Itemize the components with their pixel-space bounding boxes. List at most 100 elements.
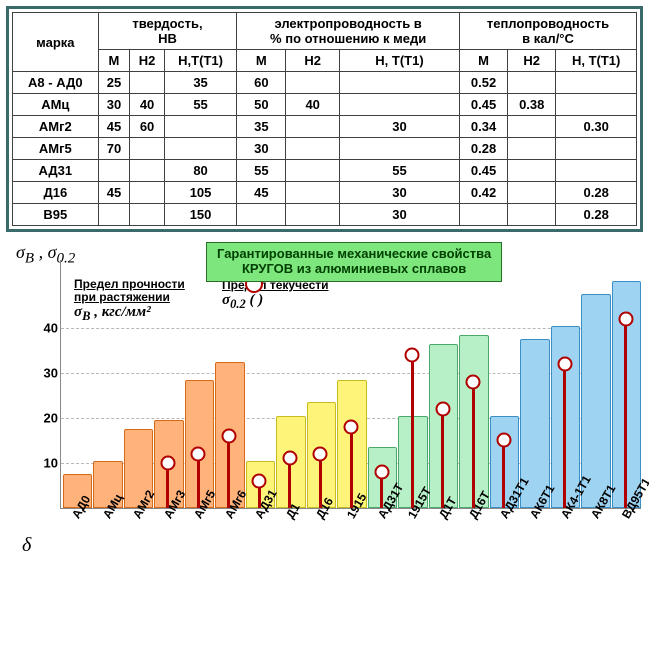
cell: 0.28 bbox=[556, 204, 637, 226]
yield-stem bbox=[227, 436, 230, 508]
table-row: АМг2456035300.340.30 bbox=[13, 116, 637, 138]
yield-marker-icon bbox=[282, 451, 297, 466]
yield-stem bbox=[441, 409, 444, 508]
yield-stem bbox=[197, 454, 200, 508]
cell bbox=[556, 72, 637, 94]
row-name: АД31 bbox=[13, 160, 99, 182]
cell: 0.30 bbox=[556, 116, 637, 138]
cell: 45 bbox=[98, 182, 130, 204]
cell bbox=[286, 138, 340, 160]
cell bbox=[286, 72, 340, 94]
plot-area bbox=[60, 260, 641, 509]
group-thermal: теплопроводность в кал/°С bbox=[459, 13, 636, 50]
properties-table-frame: марка твердость, НВ электропроводность в… bbox=[6, 6, 643, 232]
subheader: Н,Т(Т1) bbox=[164, 50, 237, 72]
cell bbox=[286, 182, 340, 204]
cell: 0.28 bbox=[556, 182, 637, 204]
cell: 40 bbox=[130, 94, 165, 116]
yield-marker-icon bbox=[618, 311, 633, 326]
cell: 0.42 bbox=[459, 182, 507, 204]
cell: 150 bbox=[164, 204, 237, 226]
yield-marker-icon bbox=[557, 356, 572, 371]
yield-marker-icon bbox=[435, 401, 450, 416]
subheader: М bbox=[98, 50, 130, 72]
subheader: М bbox=[459, 50, 507, 72]
cell: 105 bbox=[164, 182, 237, 204]
cell bbox=[339, 94, 459, 116]
cell: 0.45 bbox=[459, 94, 507, 116]
cell: 0.28 bbox=[459, 138, 507, 160]
table-row: А8 - АД02535600.52 bbox=[13, 72, 637, 94]
cell bbox=[339, 72, 459, 94]
properties-table: марка твердость, НВ электропроводность в… bbox=[12, 12, 637, 226]
row-name: АМг5 bbox=[13, 138, 99, 160]
cell bbox=[130, 204, 165, 226]
group-hardness: твердость, НВ bbox=[98, 13, 237, 50]
cell bbox=[556, 94, 637, 116]
yield-marker-icon bbox=[496, 433, 511, 448]
subheader: Н2 bbox=[508, 50, 556, 72]
cell bbox=[508, 72, 556, 94]
cell bbox=[98, 204, 130, 226]
cell: 30 bbox=[98, 94, 130, 116]
y-tick-label: 20 bbox=[36, 410, 58, 425]
cell bbox=[508, 160, 556, 182]
cell: 30 bbox=[339, 116, 459, 138]
cell bbox=[237, 204, 286, 226]
table-row: АМц30405550400.450.38 bbox=[13, 94, 637, 116]
cell bbox=[459, 204, 507, 226]
table-row: АД318055550.45 bbox=[13, 160, 637, 182]
row-name: Д16 bbox=[13, 182, 99, 204]
delta-label: δ bbox=[22, 534, 31, 557]
cell: 40 bbox=[286, 94, 340, 116]
subheader: Н2 bbox=[130, 50, 165, 72]
yield-marker-icon bbox=[191, 446, 206, 461]
mechanical-properties-chart: σB , σ0.2 Гарантированные механические с… bbox=[6, 238, 643, 593]
table-row: Д164510545300.420.28 bbox=[13, 182, 637, 204]
cell bbox=[556, 160, 637, 182]
cell: 35 bbox=[164, 72, 237, 94]
subheader: Н, Т(Т1) bbox=[556, 50, 637, 72]
cell bbox=[556, 138, 637, 160]
row-name: АМг2 bbox=[13, 116, 99, 138]
cell: 55 bbox=[339, 160, 459, 182]
cell: 0.45 bbox=[459, 160, 507, 182]
cell bbox=[508, 138, 556, 160]
yield-stem bbox=[411, 355, 414, 508]
cell bbox=[164, 138, 237, 160]
table-row: АМг570300.28 bbox=[13, 138, 637, 160]
cell bbox=[508, 116, 556, 138]
cell bbox=[286, 204, 340, 226]
row-name: АМц bbox=[13, 94, 99, 116]
yield-marker-icon bbox=[252, 473, 267, 488]
subheader: Н, Т(Т1) bbox=[339, 50, 459, 72]
yield-stem bbox=[563, 364, 566, 508]
col-marka: марка bbox=[13, 13, 99, 72]
cell bbox=[286, 160, 340, 182]
subheader: Н2 bbox=[286, 50, 340, 72]
yield-marker-icon bbox=[466, 374, 481, 389]
cell: 30 bbox=[339, 204, 459, 226]
cell: 45 bbox=[237, 182, 286, 204]
yield-marker-icon bbox=[344, 419, 359, 434]
cell: 60 bbox=[237, 72, 286, 94]
cell bbox=[164, 116, 237, 138]
cell: 0.34 bbox=[459, 116, 507, 138]
cell: 55 bbox=[164, 94, 237, 116]
cell bbox=[98, 160, 130, 182]
cell bbox=[130, 160, 165, 182]
cell: 25 bbox=[98, 72, 130, 94]
cell: 60 bbox=[130, 116, 165, 138]
yield-stem bbox=[350, 427, 353, 508]
yield-stem bbox=[319, 454, 322, 508]
cell: 45 bbox=[98, 116, 130, 138]
y-tick-label: 40 bbox=[36, 320, 58, 335]
cell bbox=[339, 138, 459, 160]
y-tick-label: 30 bbox=[36, 365, 58, 380]
cell bbox=[130, 182, 165, 204]
cell: 80 bbox=[164, 160, 237, 182]
yield-stem bbox=[472, 382, 475, 508]
yield-stem bbox=[502, 440, 505, 508]
cell: 70 bbox=[98, 138, 130, 160]
cell bbox=[508, 204, 556, 226]
